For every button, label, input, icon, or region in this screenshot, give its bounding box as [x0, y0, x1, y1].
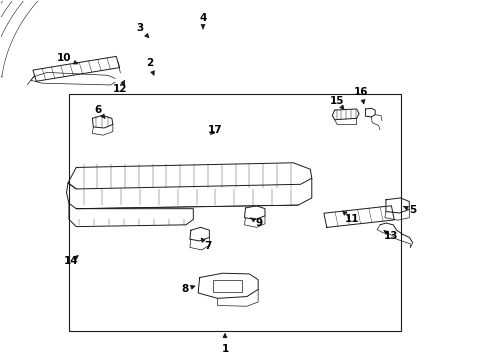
- Text: 7: 7: [201, 238, 211, 251]
- Text: 12: 12: [113, 80, 127, 94]
- Text: 5: 5: [403, 206, 415, 216]
- Text: 14: 14: [64, 256, 79, 266]
- Text: 3: 3: [136, 23, 148, 38]
- Text: 2: 2: [145, 58, 154, 75]
- Text: 1: 1: [221, 334, 228, 354]
- Text: 4: 4: [199, 13, 206, 29]
- Bar: [69, 94, 400, 330]
- Text: 15: 15: [329, 96, 344, 109]
- Text: 16: 16: [353, 87, 368, 104]
- Bar: [212, 280, 242, 292]
- Text: 9: 9: [250, 218, 262, 228]
- Text: 8: 8: [181, 284, 194, 294]
- Text: 11: 11: [342, 211, 358, 224]
- Text: 6: 6: [94, 105, 105, 118]
- Text: 10: 10: [57, 53, 78, 64]
- Text: 13: 13: [383, 231, 397, 240]
- Text: 17: 17: [207, 125, 222, 135]
